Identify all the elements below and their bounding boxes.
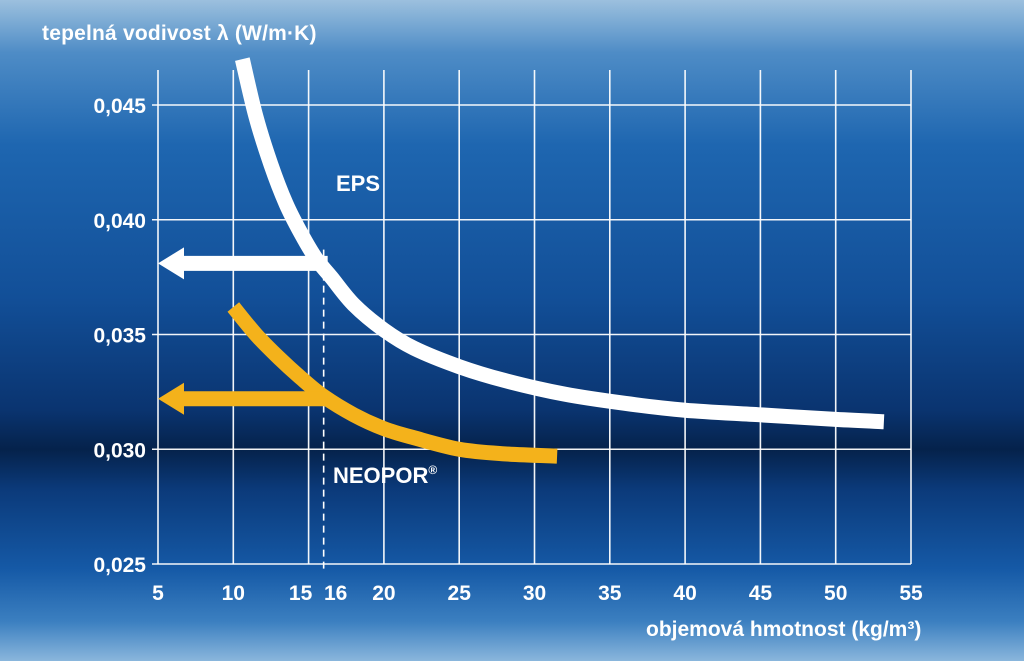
- series-layer: [227, 57, 885, 464]
- y-tick-label: 0,025: [93, 554, 146, 577]
- tick-label-layer: 0,025 0,030 0,035 0,040 0,045 5 10 15 16 20 25 30 35…: [93, 95, 923, 605]
- x-tick-label: 45: [749, 582, 773, 605]
- x-tick-label: 20: [372, 582, 395, 605]
- y-tick-label: 0,045: [93, 95, 146, 118]
- x-tick-label: 50: [824, 582, 847, 605]
- arrow-layer: [158, 247, 328, 415]
- x-tick-label: 30: [523, 582, 546, 605]
- y-tick-label: 0,030: [93, 439, 146, 462]
- x-axis-label: objemová hmotnost (kg/m³): [646, 618, 922, 641]
- x-tick-label: 40: [673, 582, 696, 605]
- y-axis-label: tepelná vodivost λ (W/m·K): [42, 22, 317, 45]
- annotation-layer: EPS NEOPOR®: [333, 171, 437, 488]
- y-tick-label: 0,040: [93, 210, 146, 233]
- neopor-label: NEOPOR®: [333, 463, 437, 488]
- registered-mark: ®: [428, 463, 437, 477]
- arrow-head: [158, 382, 184, 415]
- x-tick-label: 35: [598, 582, 622, 605]
- x-tick-label: 5: [152, 582, 164, 605]
- grid: [152, 70, 912, 565]
- x-tick-label: 15: [289, 582, 313, 605]
- y-tick-label: 0,035: [93, 325, 146, 348]
- x-tick-label: 25: [448, 582, 472, 605]
- arrow-head: [158, 247, 184, 280]
- eps-label: EPS: [336, 171, 380, 196]
- eps-curve: [235, 57, 885, 430]
- x-tick-label: 55: [899, 582, 923, 605]
- neopor-curve: [227, 302, 558, 464]
- x-tick-label: 10: [222, 582, 245, 605]
- x-tick-label: 16: [324, 582, 347, 605]
